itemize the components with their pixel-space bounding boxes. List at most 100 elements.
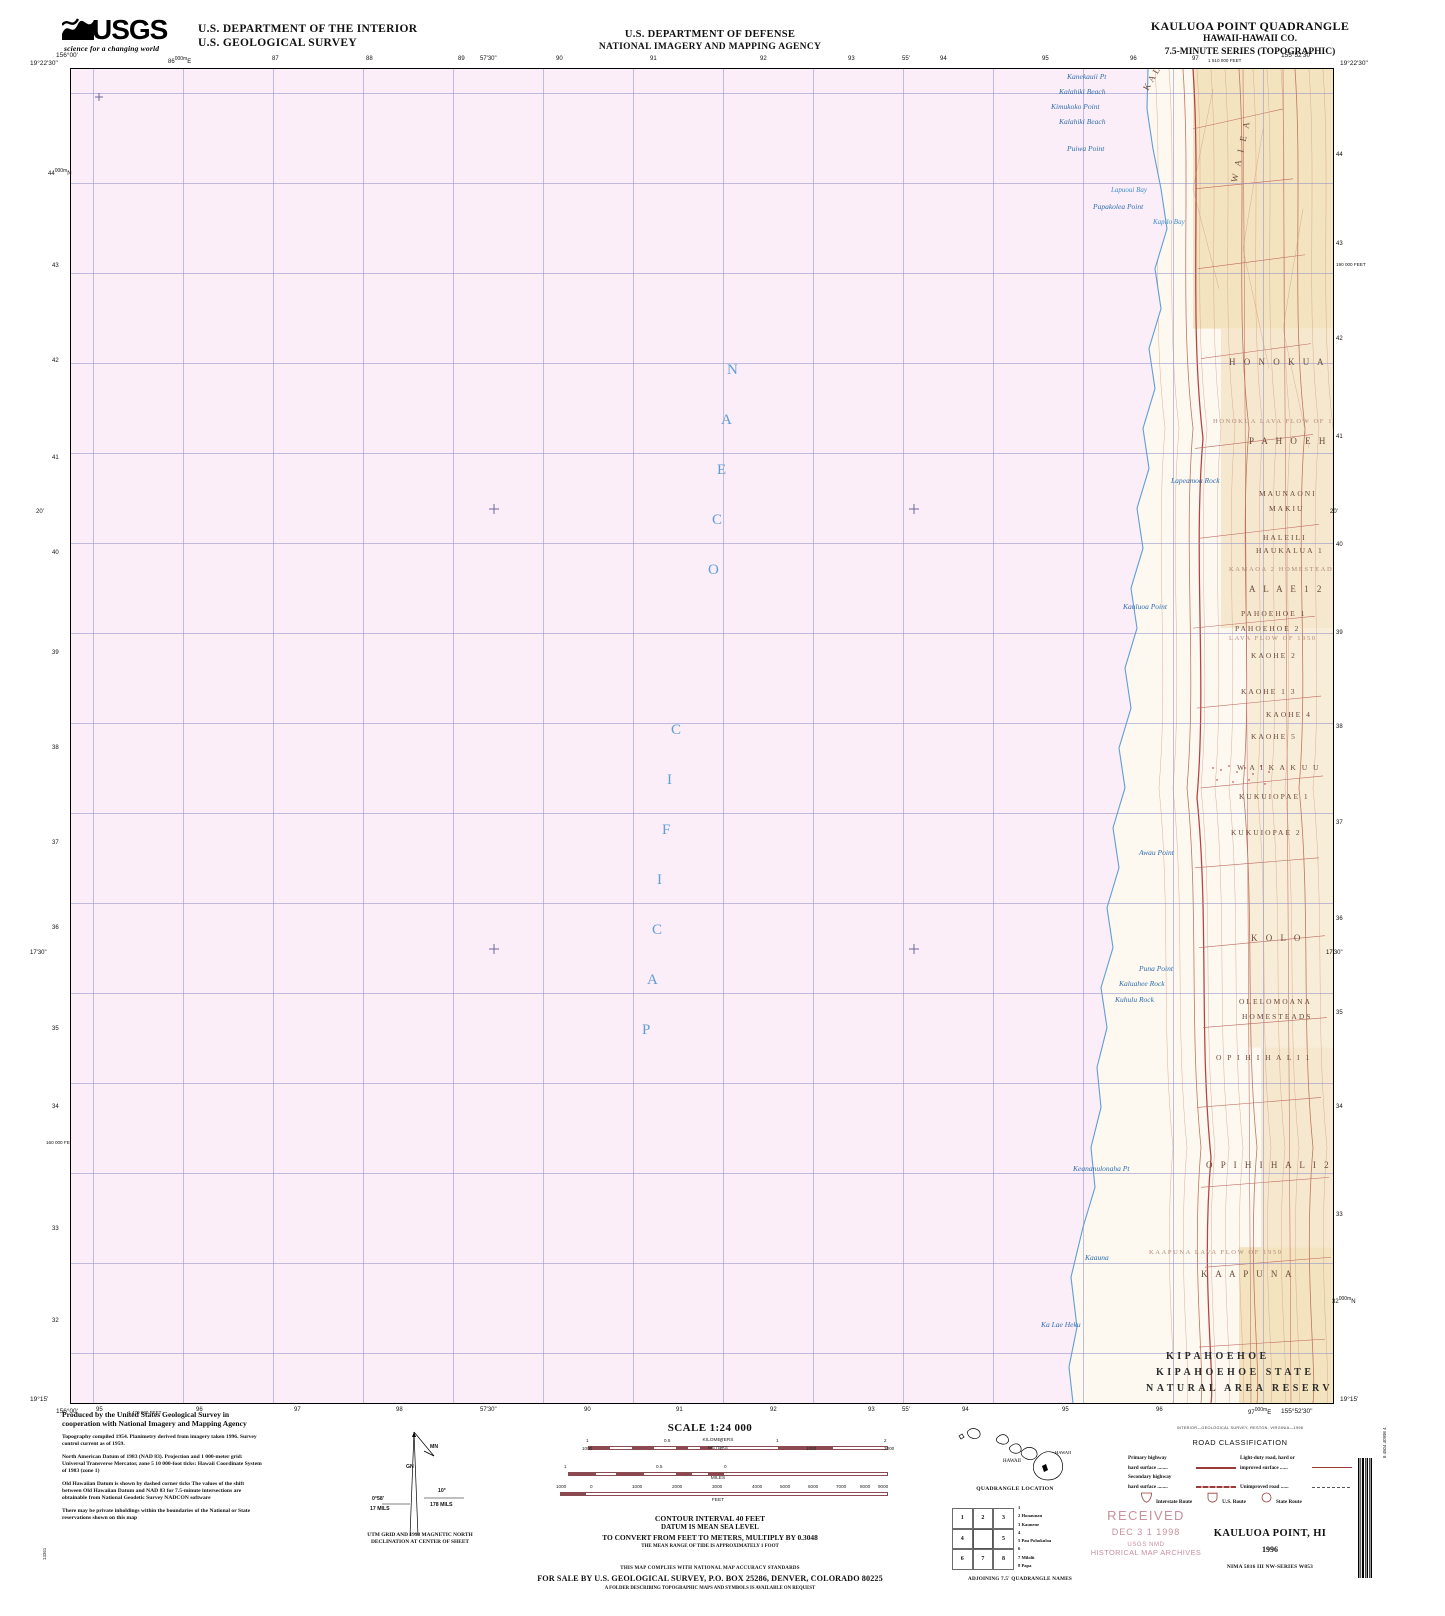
map-area[interactable]: N A E C O C I F I C A P Kanekauii Pt Kal…	[70, 68, 1334, 1404]
corner-tl-lat: 19°22'30"	[30, 60, 58, 67]
produced-para-3: There may be private inholdings within t…	[62, 1508, 251, 1522]
ocean-letter: I	[667, 772, 672, 788]
road-right-2	[1240, 1473, 1295, 1483]
ocean-letter: A	[721, 412, 732, 428]
ocean-letter: N	[727, 362, 738, 378]
adj-name-7: 7 Milolii	[1018, 1554, 1035, 1560]
ahupuaa-label: OLELOMOANA	[1239, 997, 1312, 1006]
adj-cell-4: 4	[952, 1528, 973, 1550]
grid-angle-label: 0°58'	[372, 1496, 384, 1502]
magnetic-north-label: MN	[430, 1444, 439, 1450]
ocean-letter: O	[708, 562, 719, 578]
ocean-letter: I	[657, 872, 662, 888]
grid-line-v	[183, 69, 184, 1403]
corner-tr-lon: 155°52'30"	[1281, 52, 1313, 59]
sale-info: THIS MAP COMPLIES WITH NATIONAL MAP ACCU…	[520, 1564, 900, 1594]
adj-cell-1: 1	[952, 1508, 973, 1529]
quadrangle-title-block: KAULUOA POINT QUADRANGLE HAWAII-HAWAII C…	[1120, 20, 1380, 59]
page-title: KAULUOA POINT QUADRANGLE	[1150, 19, 1350, 33]
us-route-label: U.S. Route	[1222, 1499, 1246, 1505]
corner-tr-lat: 19°22'30"	[1340, 60, 1368, 67]
produced-by-block: Produced by the United States Geological…	[62, 1410, 262, 1522]
ahupuaa-label: K O L O	[1251, 933, 1304, 943]
declination-diagram: GN MN 0°58' 17 MILS 10° 178 MILS	[352, 1418, 482, 1546]
folder-statement: A FOLDER DESCRIBING TOPOGRAPHIC MAPS AND…	[604, 1586, 816, 1591]
grid-line-v	[93, 69, 94, 1403]
grid-line-v	[1083, 69, 1084, 1403]
state-route-circle-icon	[1261, 1492, 1272, 1503]
corner-bl-lon: 156°00'	[56, 1408, 78, 1415]
grid-line-v	[363, 69, 364, 1403]
barcode-number: 8 4504 40998 4	[1382, 1427, 1387, 1458]
place-label: Puiwa Point	[1067, 144, 1105, 153]
ahupuaa-label: KAOHE 2	[1251, 651, 1297, 660]
ocean-letter: F	[662, 822, 671, 838]
road-right-3: Unimproved road ......	[1240, 1483, 1289, 1490]
left-feet-label: 160 000 FEET	[46, 1140, 76, 1145]
map-neatline[interactable]: N A E C O C I F I C A P Kanekauii Pt Kal…	[70, 68, 1334, 1404]
scale-bar-mi: 1 0.5 0 MILES	[548, 1464, 888, 1484]
ahupuaa-label: PAHOEHOE 1	[1241, 609, 1307, 618]
grid-line-h	[71, 813, 1333, 814]
quarter-corner-ticks	[95, 93, 919, 954]
usgs-wordmark: USGS	[92, 14, 168, 45]
ocean-letter: E	[717, 462, 727, 478]
sale-statement: FOR SALE BY U.S. GEOLOGICAL SURVEY, P.O.…	[537, 1574, 883, 1583]
stamp-org1-text: USGS NMD	[1127, 1542, 1165, 1548]
adj-name-6: 6	[1018, 1546, 1021, 1552]
quadrangle-location-map: HAWAII HAWAII	[945, 1418, 1085, 1489]
barcode	[1358, 1458, 1372, 1578]
land-terrain	[1068, 69, 1333, 1403]
adj-cell-7: 7	[972, 1549, 994, 1570]
adj-cell-center	[972, 1528, 994, 1550]
road-right-0: Light-duty road, hard or	[1240, 1455, 1295, 1461]
place-label: Ka Lae Heku	[1041, 1320, 1081, 1329]
scale-bar-ft: 1000 0 1000 2000 3000 4000 5000 6000 700…	[556, 1484, 889, 1503]
grid-line-v	[723, 69, 724, 1403]
coastline	[1068, 69, 1168, 1403]
produced-para-2: Old Hawaiian Datum is shown by dashed co…	[62, 1481, 245, 1502]
quadrangle-location-caption: QUADRANGLE LOCATION	[976, 1486, 1054, 1492]
grid-line-h	[71, 1173, 1333, 1174]
stamp-org2-text: HISTORICAL MAP ARCHIVES	[1090, 1548, 1202, 1557]
primary-highway-symbol	[1196, 1467, 1236, 1469]
quad-location-marker	[1042, 1464, 1048, 1472]
adj-cell-2: 2	[972, 1508, 994, 1529]
grid-line-h	[71, 723, 1333, 724]
mag-mils-label: 178 MILS	[430, 1502, 453, 1508]
defense-line2: NATIONAL IMAGERY AND MAPPING AGENCY	[598, 42, 822, 52]
interior-attribution: INTERIOR—GEOLOGICAL SURVEY, RESTON, VIRG…	[1176, 1426, 1304, 1430]
grid-line-h	[71, 1353, 1333, 1354]
place-label: Papakolea Point	[1093, 202, 1144, 211]
produced-para-0: Topography compiled 1954. Planimetry der…	[62, 1434, 257, 1448]
usgs-tagline: science for a changing world	[64, 44, 160, 53]
ahupuaa-label: O P I H I H A L I 2	[1206, 1160, 1332, 1170]
secondary-highway-symbol	[1196, 1486, 1236, 1489]
ahupuaa-label: KAOHE 1 3	[1241, 687, 1297, 696]
unimproved-road-symbol	[1312, 1487, 1352, 1488]
corner-bl-feet: 1 470 000 FEET	[128, 1410, 162, 1415]
declination-caption-line2: DECLINATION AT CENTER OF SHEET	[370, 1539, 470, 1545]
quad-series: 7.5-MINUTE SERIES (TOPOGRAPHIC)	[1164, 47, 1336, 57]
hawaii-islands-icon: HAWAII HAWAII	[958, 1428, 1072, 1481]
ahupuaa-label: KAOHE 4	[1266, 710, 1312, 719]
interstate-shield-icon	[1141, 1492, 1152, 1503]
declination-caption-line1: UTM GRID AND 1998 MAGNETIC NORTH	[367, 1532, 473, 1538]
place-label: Awau Point	[1139, 848, 1174, 857]
grid-line-h	[71, 1083, 1333, 1084]
place-label: Lapeamoa Rock	[1171, 476, 1220, 485]
received-stamp: RECEIVED DEC 3 1 1998 USGS NMD HISTORICA…	[1086, 1508, 1206, 1557]
contour-conversion: TO CONVERT FROM FEET TO METERS, MULTIPLY…	[602, 1532, 818, 1542]
route-shield-legend: Interstate Route U.S. Route State Route	[1140, 1492, 1370, 1505]
declination-svg	[382, 1431, 464, 1537]
adjoining-quad-names: 1 2 Honaunau 3 Kaunene 4 5 Pau Pohokuloa…	[1018, 1504, 1051, 1570]
accuracy-statement: THIS MAP COMPLIES WITH NATIONAL MAP ACCU…	[620, 1566, 800, 1571]
road-left-1: hard surface ........	[1128, 1464, 1168, 1471]
place-label: Puna Point	[1139, 964, 1173, 973]
adj-name-2: 2 Honaunau	[1018, 1513, 1043, 1519]
ahupuaa-label: MAKIU	[1269, 504, 1305, 513]
interior-line1: U.S. DEPARTMENT OF THE INTERIOR	[198, 23, 418, 35]
scale-bar-km: 1 0.5 0 1 2 KILOMETERS	[548, 1438, 888, 1456]
corner-tl-lon: 156°00'	[56, 52, 78, 59]
right-feet-label: 190 000 FEET	[1336, 262, 1366, 267]
